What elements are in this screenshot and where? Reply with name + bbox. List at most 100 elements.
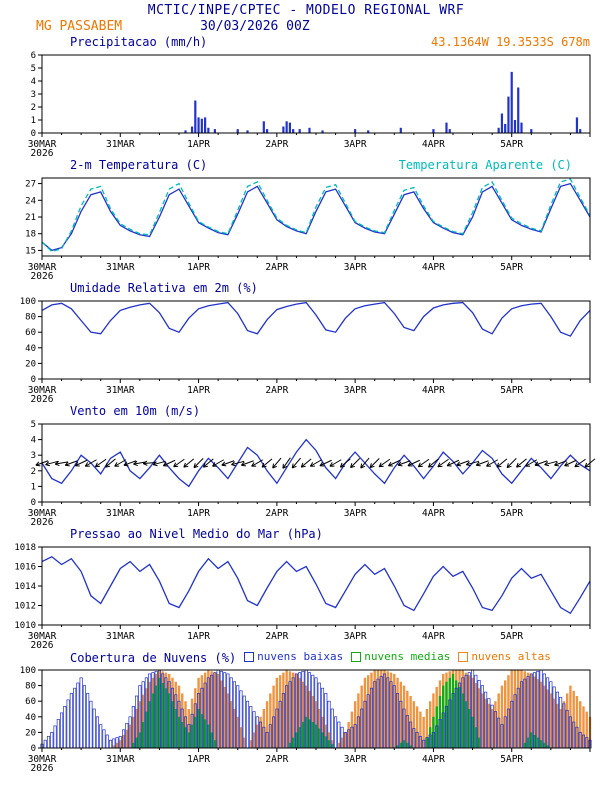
svg-text:2: 2 [31,467,36,477]
svg-text:2026: 2026 [31,517,54,526]
svg-text:80: 80 [25,313,36,323]
panel-wind: Vento em 10m (m/s) 0 1 2 3 4 5 30MAR 2026 31MAR 1… [0,404,612,526]
svg-text:0: 0 [31,129,36,139]
mid-clouds-swatch-icon [351,651,362,662]
svg-text:1018: 1018 [14,543,36,553]
svg-text:3APR: 3APR [344,508,367,519]
svg-text:27: 27 [25,180,36,190]
svg-text:2APR: 2APR [265,139,288,150]
svg-text:100: 100 [20,666,36,676]
svg-text:30MAR: 30MAR [28,385,57,396]
svg-text:1APR: 1APR [187,262,210,273]
svg-text:60: 60 [25,697,36,707]
svg-text:5: 5 [31,64,36,74]
svg-text:30MAR: 30MAR [28,139,57,150]
svg-text:2026: 2026 [31,394,54,403]
pressure-title: Pressao ao Nivel Medio do Mar (hPa) [70,527,323,541]
svg-text:2: 2 [31,103,36,113]
svg-text:18: 18 [25,230,36,240]
panel-pressure: Pressao ao Nivel Medio do Mar (hPa) 1010… [0,527,612,649]
svg-text:2APR: 2APR [265,385,288,396]
svg-text:24: 24 [25,196,36,206]
svg-text:15: 15 [25,246,36,256]
header-row: MG PASSABEM 30/03/2026 00Z [0,19,612,34]
svg-text:2APR: 2APR [265,508,288,519]
svg-text:30MAR: 30MAR [28,262,57,273]
svg-text:6: 6 [31,51,36,61]
svg-text:1: 1 [31,482,36,492]
svg-text:2026: 2026 [31,763,54,772]
station-coordinates: 43.1364W 19.3533S 678m [431,35,590,49]
humidity-title: Umidade Relativa em 2m (%) [70,281,258,295]
svg-text:5APR: 5APR [500,139,523,150]
high-clouds-swatch-icon [458,651,469,662]
svg-text:1APR: 1APR [187,508,210,519]
run-datetime: 30/03/2026 00Z [200,19,310,34]
legend-high-clouds: nuvens altas [450,650,551,663]
svg-text:31MAR: 31MAR [106,508,135,519]
svg-text:2026: 2026 [31,148,54,157]
legend-mid-clouds: nuvens medias [343,650,450,663]
wind-title: Vento em 10m (m/s) [70,404,201,418]
svg-text:40: 40 [25,344,36,354]
legend-low-clouds: nuvens baixas [236,650,343,663]
svg-text:5: 5 [31,420,36,430]
svg-text:4APR: 4APR [422,631,445,642]
model-title: MCTIC/INPE/CPTEC - MODELO REGIONAL WRF [147,3,465,18]
svg-text:31MAR: 31MAR [106,262,135,273]
svg-text:5APR: 5APR [500,754,523,765]
svg-text:2026: 2026 [31,640,54,649]
svg-text:4APR: 4APR [422,262,445,273]
svg-text:4APR: 4APR [422,754,445,765]
clouds-title: Cobertura de Nuvens (%) [70,650,237,665]
precipitation-title: Precipitacao (mm/h) [70,35,208,49]
svg-text:4: 4 [31,77,36,87]
svg-text:21: 21 [25,213,36,223]
svg-text:30MAR: 30MAR [28,631,57,642]
svg-text:5APR: 5APR [500,508,523,519]
svg-text:3: 3 [31,90,36,100]
svg-text:4APR: 4APR [422,508,445,519]
svg-text:4: 4 [31,436,36,446]
svg-text:31MAR: 31MAR [106,139,135,150]
svg-text:1014: 1014 [14,582,36,592]
panel-clouds: Cobertura de Nuvens (%) nuvens baixas nu… [0,650,612,772]
svg-text:4APR: 4APR [422,385,445,396]
svg-text:0: 0 [31,498,36,508]
svg-text:20: 20 [25,359,36,369]
svg-text:3: 3 [31,451,36,461]
station-name: MG PASSABEM [36,19,123,34]
svg-text:1APR: 1APR [187,631,210,642]
svg-text:4APR: 4APR [422,139,445,150]
svg-text:31MAR: 31MAR [106,385,135,396]
svg-text:3APR: 3APR [344,631,367,642]
svg-text:1APR: 1APR [187,385,210,396]
apparent-temperature-title: Temperatura Aparente (C) [398,158,572,172]
svg-text:31MAR: 31MAR [106,754,135,765]
svg-text:20: 20 [25,728,36,738]
svg-text:30MAR: 30MAR [28,508,57,519]
svg-text:31MAR: 31MAR [106,631,135,642]
svg-text:60: 60 [25,328,36,338]
panel-humidity: Umidade Relativa em 2m (%) 0 20 40 60 80 100 3… [0,281,612,403]
panel-precipitation: Precipitacao (mm/h) 43.1364W 19.3533S 67… [0,35,612,157]
temperature-title: 2-m Temperatura (C) [70,158,208,172]
svg-text:3APR: 3APR [344,262,367,273]
svg-text:3APR: 3APR [344,754,367,765]
svg-text:40: 40 [25,713,36,723]
svg-text:0: 0 [31,744,36,754]
svg-text:1012: 1012 [14,602,36,612]
svg-text:0: 0 [31,375,36,385]
svg-text:2APR: 2APR [265,262,288,273]
svg-text:1APR: 1APR [187,139,210,150]
svg-text:1APR: 1APR [187,754,210,765]
svg-text:2APR: 2APR [265,754,288,765]
svg-text:2026: 2026 [31,271,54,280]
svg-text:5APR: 5APR [500,262,523,273]
meteogram-page: MCTIC/INPE/CPTEC - MODELO REGIONAL WRF M… [0,3,612,772]
low-clouds-swatch-icon [244,651,255,662]
